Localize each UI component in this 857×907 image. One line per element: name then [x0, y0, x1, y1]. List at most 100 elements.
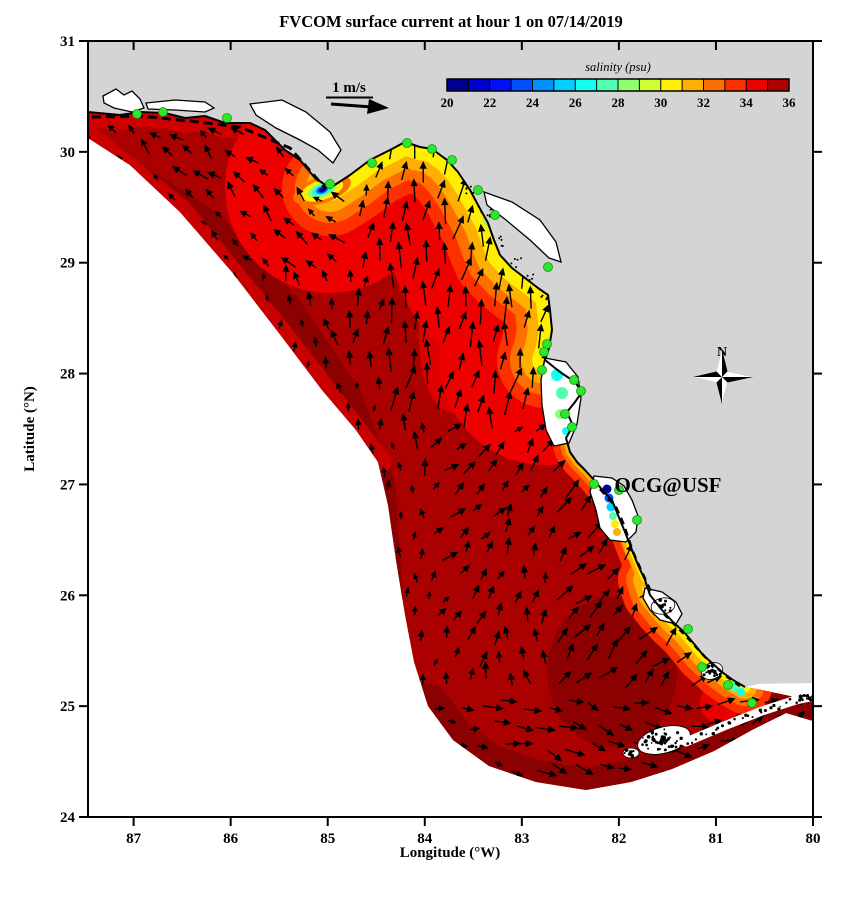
- current-vector: [459, 526, 470, 538]
- island-speckle: [707, 669, 711, 674]
- bay-water: [611, 520, 619, 528]
- current-vector: [382, 196, 391, 218]
- current-vector: [128, 124, 135, 135]
- current-vector: [743, 737, 762, 746]
- current-vector: [375, 161, 383, 178]
- current-vector: [384, 479, 392, 491]
- station-dot: [632, 515, 642, 525]
- salinity-band: [406, 684, 813, 790]
- current-vector: [553, 459, 566, 472]
- current-vector: [523, 606, 531, 623]
- coastline: [87, 111, 746, 691]
- colorbar-segment: [596, 79, 619, 91]
- current-vector: [181, 144, 192, 154]
- colorbar-tick-label: 20: [441, 95, 454, 110]
- current-vector: [779, 766, 795, 774]
- island-speckle: [663, 748, 667, 752]
- current-vector: [463, 540, 471, 553]
- florida-keys-speckle: [728, 722, 732, 725]
- island-speckle: [679, 744, 683, 748]
- y-tick-label: 25: [60, 699, 75, 715]
- current-vector: [443, 625, 451, 638]
- current-vector: [618, 765, 633, 773]
- current-vector: [305, 260, 317, 269]
- florida-keys-speckle: [711, 731, 716, 736]
- y-tick-label: 27: [60, 477, 76, 493]
- scale-arrow-shaft: [330, 102, 373, 109]
- florida-keys-speckle: [741, 717, 744, 720]
- current-vector: [352, 328, 360, 344]
- station-dot: [747, 698, 757, 708]
- colorbar-tick-label: 34: [740, 95, 754, 110]
- colorbar-tick-label: 36: [783, 95, 797, 110]
- bay-water: [613, 528, 621, 536]
- marsh-stipple: [540, 295, 543, 298]
- current-vector: [579, 545, 595, 558]
- x-tick-label: 85: [320, 831, 335, 847]
- current-vector: [400, 412, 408, 431]
- florida-keys-speckle: [807, 696, 811, 701]
- station-dot: [560, 409, 570, 419]
- colorbar-tick-label: 26: [569, 95, 583, 110]
- island-speckle: [654, 732, 658, 736]
- current-vector: [377, 505, 382, 514]
- current-vector: [652, 657, 671, 667]
- current-vector: [442, 551, 459, 562]
- current-vector: [498, 267, 506, 289]
- island-speckle: [658, 598, 663, 602]
- y-axis-label: Latitude (°N): [22, 386, 38, 472]
- current-vector: [505, 502, 513, 517]
- current-vector: [753, 763, 773, 771]
- marsh-stipple: [513, 258, 516, 260]
- current-vector: [548, 525, 556, 538]
- colorbar: 20 22 24 26 28 30 32 34 36: [441, 78, 797, 110]
- barrier-islands: [599, 488, 654, 595]
- current-vector: [375, 376, 383, 390]
- station-dot: [402, 138, 412, 148]
- island-speckle: [623, 752, 626, 754]
- island-speckle: [667, 745, 671, 748]
- current-vector: [598, 538, 608, 554]
- current-vector: [336, 382, 343, 393]
- station-dot: [723, 680, 733, 690]
- current-vector: [262, 257, 270, 267]
- marsh-stipple: [498, 237, 501, 240]
- current-vector: [205, 188, 214, 199]
- current-vector: [476, 339, 484, 367]
- current-vector: [515, 461, 524, 476]
- current-vector: [717, 697, 736, 706]
- colorbar-segment: [746, 79, 769, 91]
- current-vector: [207, 171, 222, 179]
- station-dot: [447, 155, 457, 165]
- island-speckle: [675, 740, 678, 742]
- current-vector: [529, 366, 537, 388]
- current-vector: [790, 783, 809, 790]
- island-speckle: [644, 739, 648, 743]
- current-vector: [469, 765, 482, 772]
- colorbar-tick-label: 24: [526, 95, 540, 110]
- current-vector: [520, 564, 528, 579]
- current-vector: [532, 628, 540, 641]
- current-vector: [423, 338, 432, 365]
- x-axis-label: Longitude (°W): [400, 845, 501, 861]
- island-speckle: [666, 739, 669, 742]
- current-vector: [459, 792, 471, 797]
- current-vector: [552, 763, 568, 775]
- florida-keys-speckle: [785, 701, 788, 704]
- island-speckle: [674, 745, 678, 749]
- current-vector: [567, 788, 586, 790]
- current-vector: [419, 280, 428, 306]
- current-vector: [581, 494, 592, 511]
- colorbar-tick-label: 30: [654, 95, 667, 110]
- colorbar-segment: [703, 79, 726, 91]
- current-vector: [674, 785, 693, 790]
- island-speckle: [666, 737, 669, 740]
- current-vector: [565, 748, 586, 757]
- current-vector: [476, 743, 490, 751]
- current-vector: [422, 239, 430, 262]
- current-vector: [345, 349, 354, 365]
- current-vector: [462, 461, 476, 475]
- current-vector: [488, 458, 498, 472]
- current-vector: [450, 508, 467, 519]
